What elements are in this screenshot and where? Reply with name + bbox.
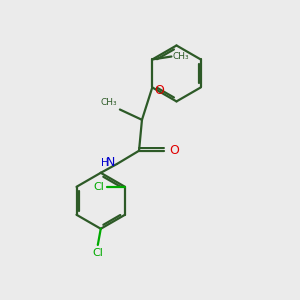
Text: O: O [169,144,179,157]
Text: Cl: Cl [92,248,103,259]
Text: CH₃: CH₃ [101,98,118,107]
Text: N: N [106,156,116,169]
Text: H: H [101,158,109,167]
Text: Cl: Cl [94,182,104,192]
Text: O: O [154,85,164,98]
Text: CH₃: CH₃ [173,52,190,61]
